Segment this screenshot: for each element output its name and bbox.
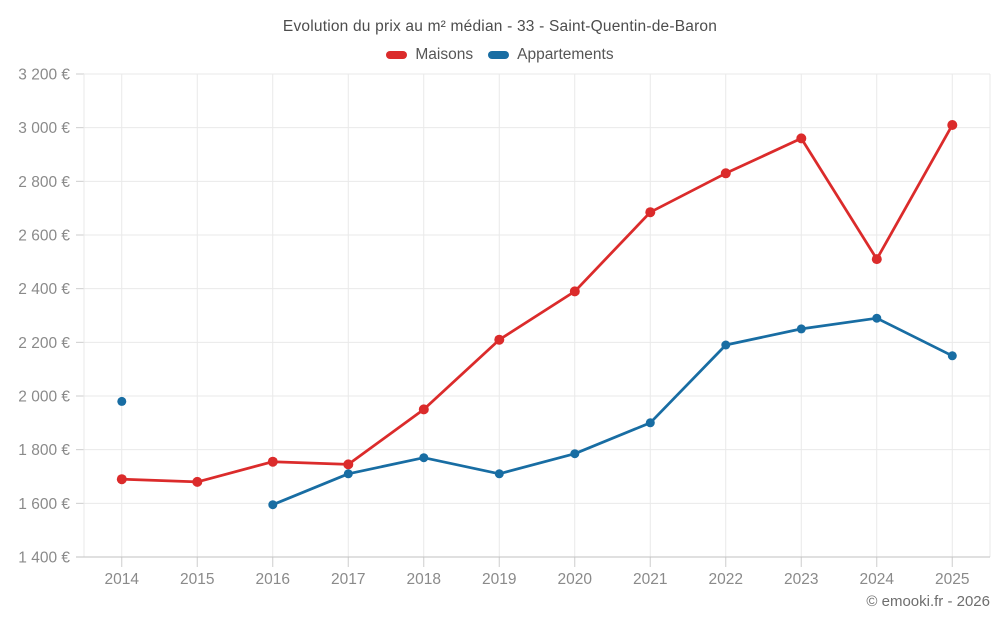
x-axis-label: 2024	[860, 571, 895, 588]
data-point-maisons-2016[interactable]	[267, 456, 278, 467]
data-point-maisons-2021[interactable]	[645, 207, 656, 218]
maisons-series-swatch-icon	[386, 51, 408, 59]
x-axis-label: 2015	[180, 571, 214, 588]
y-axis-label: 1 800 €	[18, 442, 70, 459]
data-point-appartements-2018[interactable]	[419, 453, 429, 463]
x-axis-label: 2025	[935, 571, 969, 588]
data-point-appartements-2024[interactable]	[872, 313, 882, 323]
x-axis-label: 2014	[105, 571, 140, 588]
data-point-maisons-2014[interactable]	[116, 474, 127, 485]
y-axis-label: 2 800 €	[18, 174, 70, 191]
data-point-appartements-2017[interactable]	[343, 469, 353, 479]
x-axis-label: 2022	[709, 571, 743, 588]
copyright-footer: © emooki.fr - 2026	[866, 593, 990, 610]
y-axis-label: 2 000 €	[18, 389, 70, 406]
y-axis-label: 2 200 €	[18, 335, 70, 352]
y-axis-label: 1 400 €	[18, 550, 70, 567]
data-point-appartements-2014[interactable]	[117, 396, 127, 406]
appartements-series-swatch-icon	[488, 51, 510, 59]
data-point-appartements-2023[interactable]	[796, 324, 806, 334]
legend-label-appartements: Appartements	[517, 46, 614, 63]
data-point-appartements-2022[interactable]	[721, 340, 731, 350]
data-point-maisons-2015[interactable]	[192, 476, 203, 487]
chart-legend: Maisons Appartements	[0, 46, 1000, 64]
y-axis-label: 3 200 €	[18, 67, 70, 84]
legend-label-maisons: Maisons	[415, 46, 474, 63]
chart-title: Evolution du prix au m² médian - 33 - Sa…	[282, 18, 718, 35]
series-line-maisons	[120, 123, 954, 484]
data-point-appartements-2020[interactable]	[570, 449, 580, 459]
data-point-maisons-2023[interactable]	[796, 133, 807, 144]
legend-item-maisons[interactable]: Maisons	[386, 46, 473, 64]
x-axis-label: 2016	[256, 571, 290, 588]
series-line-appartements	[271, 316, 954, 507]
legend-item-appartements[interactable]: Appartements	[488, 46, 614, 64]
data-point-appartements-2016[interactable]	[268, 500, 278, 510]
x-axis-label: 2023	[784, 571, 818, 588]
data-point-appartements-2019[interactable]	[494, 469, 504, 479]
x-axis-label: 2018	[407, 571, 441, 588]
x-axis-label: 2019	[482, 571, 516, 588]
data-point-maisons-2020[interactable]	[569, 286, 580, 297]
y-axis-label: 2 600 €	[18, 228, 70, 245]
data-point-maisons-2024[interactable]	[871, 254, 882, 265]
y-axis-label: 1 600 €	[18, 496, 70, 513]
data-point-maisons-2018[interactable]	[418, 404, 429, 415]
data-point-appartements-2021[interactable]	[645, 418, 655, 428]
y-axis-label: 3 000 €	[18, 120, 70, 137]
data-point-maisons-2022[interactable]	[720, 168, 731, 179]
data-point-appartements-2025[interactable]	[947, 351, 957, 361]
data-point-maisons-2025[interactable]	[947, 120, 958, 130]
x-axis-label: 2021	[633, 571, 667, 588]
data-point-maisons-2019[interactable]	[494, 334, 505, 345]
data-point-maisons-2017[interactable]	[343, 459, 354, 470]
x-axis-label: 2020	[558, 571, 593, 588]
x-axis-label: 2017	[331, 571, 365, 588]
y-axis-label: 2 400 €	[18, 281, 70, 298]
